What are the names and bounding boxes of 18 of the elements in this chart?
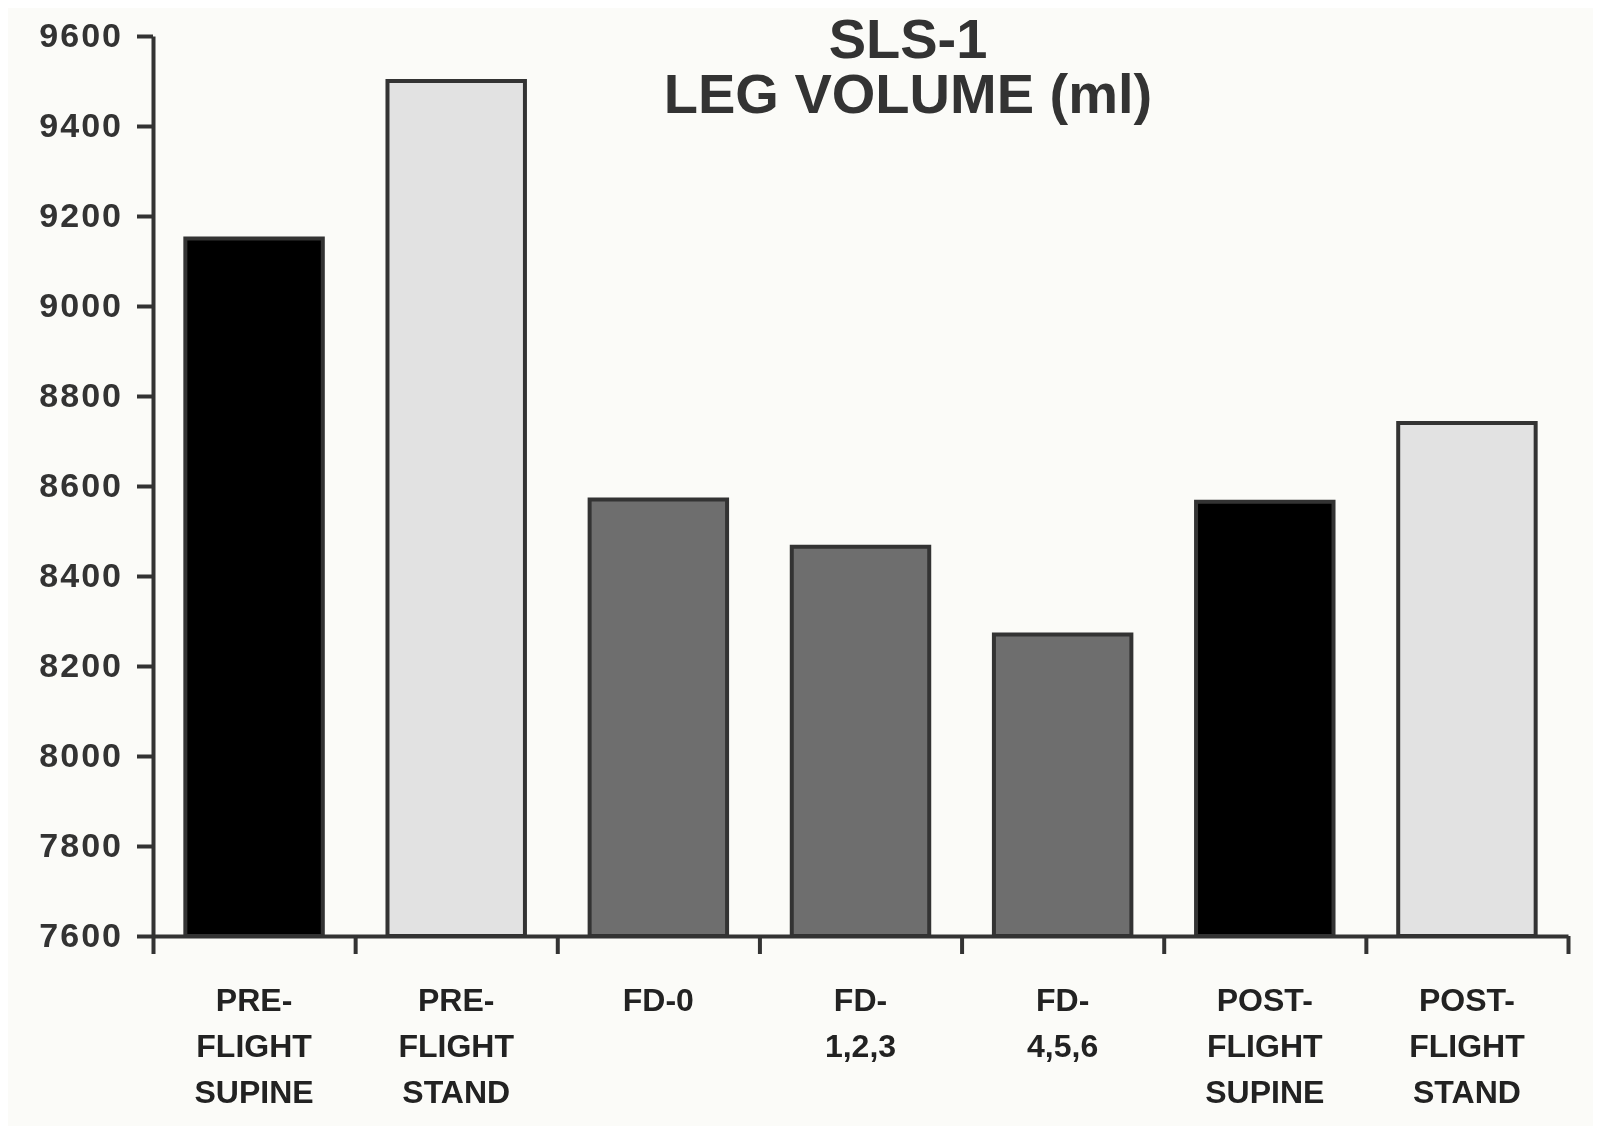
y-tick-label: 8800 [39,376,123,415]
y-tick-label: 9000 [39,286,123,325]
y-tick-label: 9600 [39,16,123,55]
y-tick-label: 9400 [39,106,123,145]
y-tick-label: 8400 [39,556,123,595]
x-tick-label: FD- 1,2,3 [824,982,897,1064]
y-tick-label: 9200 [39,196,123,235]
x-tick-label: PRE- FLIGHT SUPINE [194,982,314,1110]
x-tick-label: PRE- FLIGHT STAND [398,982,515,1110]
y-tick-label: 8000 [39,736,123,775]
y-tick-label: 7600 [39,916,123,955]
y-tick-label: 8600 [39,466,123,505]
x-tick-label: POST- FLIGHT STAND [1409,982,1526,1110]
x-tick-label: POST- FLIGHT SUPINE [1205,982,1325,1110]
y-tick-label: 7800 [39,826,123,865]
x-tick-label: FD- 4,5,6 [1027,982,1099,1064]
x-tick-label: FD-0 [622,982,694,1018]
y-tick-label: 8200 [39,646,123,685]
